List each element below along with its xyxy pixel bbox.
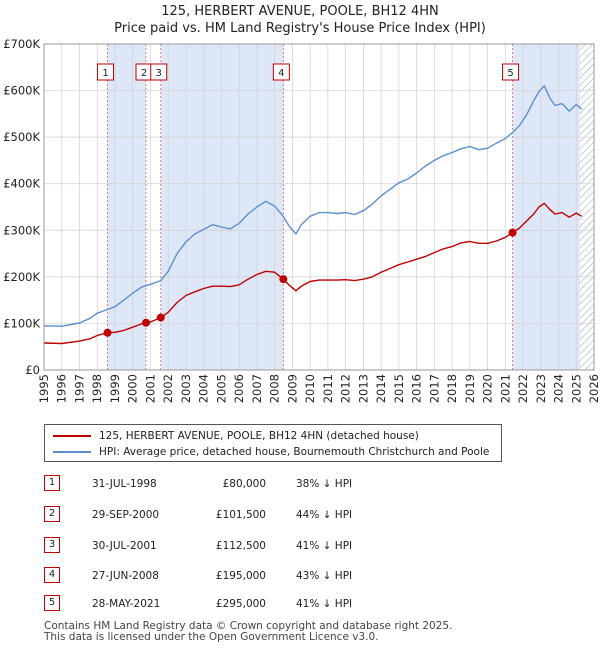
x-tick-label: 2014 <box>374 374 388 403</box>
y-tick-label: £600K <box>3 84 40 98</box>
ownership-shade <box>512 44 580 370</box>
x-tick-label: 1996 <box>55 374 69 403</box>
x-tick-label: 2023 <box>534 374 548 403</box>
x-tick-label: 2005 <box>214 374 228 403</box>
sale-marker-label: 3 <box>156 68 162 79</box>
x-tick-label: 1999 <box>108 374 122 403</box>
x-tick-label: 2022 <box>516 374 530 403</box>
footer-license: This data is licensed under the Open Gov… <box>44 631 379 643</box>
sale-hpi-diff: 38% ↓ HPI <box>296 478 353 490</box>
sale-marker-label: 5 <box>507 68 513 79</box>
y-tick-label: £0 <box>25 363 40 377</box>
sale-hpi-diff: 41% ↓ HPI <box>296 540 353 552</box>
x-tick-label: 2017 <box>427 374 441 403</box>
forecast-hatch <box>579 44 594 370</box>
footer-copyright: Contains HM Land Registry data © Crown c… <box>44 620 453 632</box>
x-tick-label: 2007 <box>250 374 264 403</box>
x-tick-label: 2019 <box>463 374 477 403</box>
chart-title: 125, HERBERT AVENUE, POOLE, BH12 4HN <box>161 4 439 19</box>
x-tick-label: 2021 <box>498 374 512 403</box>
x-tick-label: 2025 <box>569 374 583 403</box>
sale-marker-label: 1 <box>102 68 108 79</box>
legend-item-property: 125, HERBERT AVENUE, POOLE, BH12 4HN (de… <box>53 428 419 444</box>
sale-marker-box <box>97 63 115 81</box>
sale-point <box>156 313 165 322</box>
sale-hpi-diff: 43% ↓ HPI <box>296 570 353 582</box>
sale-number-badge: 5 <box>44 595 60 611</box>
x-tick-label: 2008 <box>268 374 282 403</box>
sale-price: £112,500 <box>215 540 266 552</box>
x-tick-label: 2004 <box>197 374 211 403</box>
legend-label-property: 125, HERBERT AVENUE, POOLE, BH12 4HN (de… <box>99 430 419 442</box>
x-tick-label: 2024 <box>552 374 566 403</box>
sale-marker-label: 4 <box>278 68 284 79</box>
x-tick-label: 2012 <box>339 374 353 403</box>
x-tick-label: 1997 <box>72 374 86 403</box>
sale-price: £295,000 <box>215 598 266 610</box>
legend-swatch-hpi <box>53 451 91 453</box>
sale-number-badge: 1 <box>44 475 60 491</box>
x-tick-label: 2000 <box>126 374 140 403</box>
sale-point <box>279 275 288 284</box>
x-tick-label: 2010 <box>303 374 317 403</box>
sale-hpi-diff: 44% ↓ HPI <box>296 509 353 521</box>
x-tick-label: 2026 <box>587 374 600 403</box>
plot-frame <box>43 43 595 371</box>
sale-price: £101,500 <box>215 509 266 521</box>
x-tick-label: 2001 <box>143 374 157 403</box>
sale-date: 27-JUN-2008 <box>92 570 159 582</box>
x-tick-label: 2018 <box>445 374 459 403</box>
y-tick-label: £100K <box>3 316 40 330</box>
sale-price: £195,000 <box>215 570 266 582</box>
sale-date: 28-MAY-2021 <box>92 598 161 610</box>
y-tick-label: £300K <box>3 223 40 237</box>
sale-marker-box <box>272 63 290 81</box>
sale-number-badge: 2 <box>44 506 60 522</box>
series-line-hpi <box>43 85 583 327</box>
sale-marker-box <box>150 63 168 81</box>
x-tick-label: 2009 <box>285 374 299 403</box>
ownership-shade <box>160 44 284 370</box>
x-tick-label: 2003 <box>179 374 193 403</box>
legend-label-hpi: HPI: Average price, detached house, Bour… <box>99 446 490 458</box>
x-tick-label: 2006 <box>232 374 246 403</box>
chart-subtitle: Price paid vs. HM Land Registry's House … <box>114 21 486 36</box>
sale-price: £80,000 <box>222 478 266 490</box>
sale-point <box>142 318 151 327</box>
sale-date: 30-JUL-2001 <box>92 540 157 552</box>
sale-hpi-diff: 41% ↓ HPI <box>296 598 353 610</box>
x-tick-label: 1998 <box>90 374 104 403</box>
sale-marker-box <box>502 63 520 81</box>
sale-number-badge: 4 <box>44 567 60 583</box>
sale-point <box>103 328 112 337</box>
x-tick-label: 1995 <box>37 374 51 403</box>
sale-point <box>508 228 517 237</box>
legend-swatch-property <box>53 435 91 437</box>
legend: 125, HERBERT AVENUE, POOLE, BH12 4HN (de… <box>44 424 502 462</box>
sale-date: 31-JUL-1998 <box>92 478 157 490</box>
y-tick-label: £500K <box>3 130 40 144</box>
y-tick-label: £200K <box>3 270 40 284</box>
y-tick-label: £400K <box>3 177 40 191</box>
x-tick-label: 2020 <box>481 374 495 403</box>
x-tick-label: 2016 <box>410 374 424 403</box>
x-tick-label: 2002 <box>161 374 175 403</box>
sale-marker-label: 2 <box>141 68 147 79</box>
ownership-shade <box>107 44 147 370</box>
legend-item-hpi: HPI: Average price, detached house, Bour… <box>53 444 489 460</box>
x-tick-label: 2011 <box>321 374 335 403</box>
x-tick-label: 2015 <box>392 374 406 403</box>
y-tick-label: £700K <box>3 37 40 51</box>
x-tick-label: 2013 <box>356 374 370 403</box>
sale-date: 29-SEP-2000 <box>92 509 160 521</box>
sale-number-badge: 3 <box>44 537 60 553</box>
